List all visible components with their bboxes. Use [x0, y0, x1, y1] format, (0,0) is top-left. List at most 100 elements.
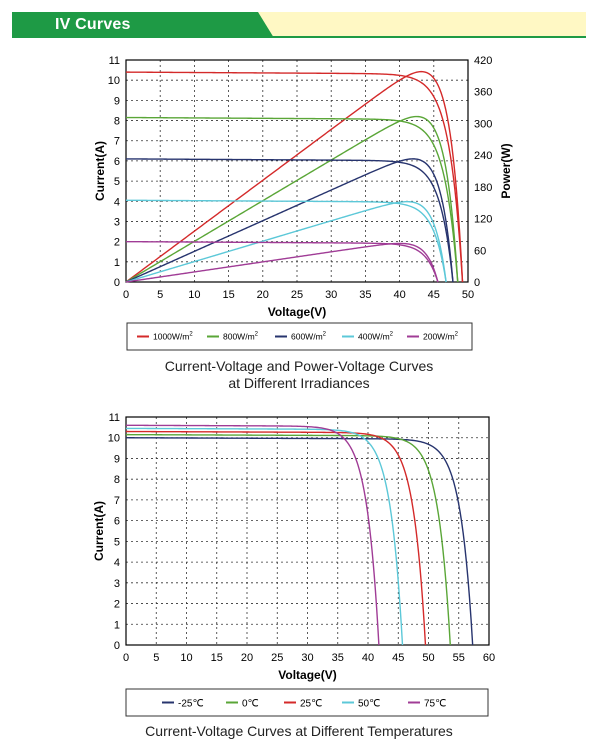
y-tick-label: 2: [114, 599, 120, 611]
y-tick-label: 4: [114, 196, 120, 208]
x-axis-label: Voltage(V): [278, 668, 336, 682]
x-tick-label: 10: [180, 652, 192, 664]
y-tick-label: 10: [108, 433, 120, 445]
y2-tick-label: 180: [474, 182, 492, 194]
y-tick-label: 3: [114, 578, 120, 590]
y-tick-label: 8: [114, 474, 120, 486]
pv-curve: [125, 115, 459, 283]
y2-tick-label: 120: [474, 214, 492, 226]
x-tick-label: 15: [211, 652, 223, 664]
x-tick-label: 40: [362, 652, 374, 664]
x-tick-label: 20: [257, 289, 269, 301]
y-tick-label: 6: [114, 516, 120, 528]
irradiance-caption: Current-Voltage and Power-Voltage Curves…: [0, 358, 598, 392]
y2-tick-label: 300: [474, 118, 492, 130]
iv-curve: [126, 433, 451, 646]
x-tick-label: 45: [428, 289, 440, 301]
pv-curve: [125, 70, 464, 283]
section-header: IV Curves: [12, 12, 586, 38]
irradiance-chart: 0 5 10 15 20 25 30 35 40 45 5001234567891011060120…: [93, 55, 513, 351]
y-tick-label: 5: [114, 176, 120, 188]
legend-box: [126, 322, 473, 351]
iv-curve: [125, 158, 454, 283]
x-tick-label: 50: [462, 289, 474, 301]
x-tick-label: 15: [222, 289, 234, 301]
y-tick-label: 3: [114, 216, 120, 228]
x-tick-label: 35: [359, 289, 371, 301]
x-tick-label: 30: [301, 652, 313, 664]
y-tick-label: 0: [114, 640, 120, 652]
y-tick-label: 1: [114, 257, 120, 269]
x-tick-label: 20: [241, 652, 253, 664]
y-tick-label: 11: [109, 55, 120, 67]
legend-label: 400W/m2: [358, 332, 394, 342]
temperature-caption: Current-Voltage Curves at Different Temp…: [0, 723, 598, 740]
y-tick-label: 10: [108, 75, 120, 87]
iv-curve: [125, 199, 447, 283]
y2-axis-label: Power(W): [499, 143, 513, 198]
legend-label: -25℃: [178, 699, 204, 710]
iv-curve: [125, 116, 459, 283]
y2-tick-label: 420: [474, 55, 492, 67]
y-tick-label: 9: [114, 95, 120, 107]
y-axis-label: Current(A): [93, 141, 107, 201]
legend-label: 600W/m2: [291, 332, 327, 342]
legend-box: [125, 688, 489, 717]
y2-tick-label: 60: [474, 245, 486, 257]
x-axis-label: Voltage(V): [268, 305, 326, 319]
y-tick-label: 5: [114, 536, 120, 548]
x-tick-label: 35: [332, 652, 344, 664]
x-tick-label: 60: [483, 652, 495, 664]
y-tick-label: 7: [114, 495, 120, 507]
header-banner: [12, 12, 586, 38]
temperature-figure: 0 5 10 15 20 25 30 35 40 45 50 55 60 0 1 2 3 4 5 6 7 8 9 10 11 Vo…: [0, 405, 598, 722]
irradiance-figure: 0 5 10 15 20 25 30 35 40 45 50 0 1 2 3 4 5 6 7 8 9 10 11 0 60 120…: [0, 48, 598, 363]
legend-label: 0℃: [242, 699, 259, 710]
pv-curve: [125, 200, 447, 283]
legend-label: 1000W/m2: [153, 332, 193, 342]
iv-curve: [125, 71, 464, 283]
x-tick-label: 25: [291, 289, 303, 301]
iv-curve: [125, 424, 380, 646]
irradiance-caption-text: Current-Voltage and Power-Voltage Curves…: [164, 358, 434, 391]
plot-area: 0 5 10 15 20 25 30 35 40 45 50 55 6001234567891011Vo…: [92, 412, 495, 717]
legend-label: 200W/m2: [423, 332, 459, 342]
legend-label: 800W/m2: [223, 332, 259, 342]
header-tab: [12, 12, 274, 38]
iv-curve: [126, 437, 474, 646]
y2-tick-label: 240: [474, 150, 492, 162]
y-tick-label: 1: [114, 619, 120, 631]
x-tick-label: 0: [123, 289, 129, 301]
section-title: IV Curves: [55, 16, 131, 33]
x-tick-label: 55: [453, 652, 465, 664]
iv-curve: [126, 430, 427, 646]
x-tick-label: 45: [392, 652, 404, 664]
plot-frame: [125, 416, 490, 646]
legend-label: 50℃: [358, 699, 380, 710]
pv-curve: [125, 242, 439, 283]
y-tick-label: 2: [114, 237, 120, 249]
y-tick-label: 4: [114, 557, 120, 569]
y-tick-label: 9: [114, 453, 120, 465]
y-tick-label: 7: [114, 136, 120, 148]
y-tick-label: 6: [114, 156, 120, 168]
y2-tick-label: 360: [474, 87, 492, 99]
temperature-caption-text: Current-Voltage Curves at Different Temp…: [145, 723, 453, 739]
y-tick-label: 11: [109, 412, 120, 424]
y-tick-label: 8: [114, 116, 120, 128]
x-tick-label: 5: [157, 289, 163, 301]
x-tick-label: 0: [123, 652, 129, 664]
x-tick-label: 10: [188, 289, 200, 301]
y-axis-label: Current(A): [92, 501, 106, 561]
temperature-chart: 0 5 10 15 20 25 30 35 40 45 50 55 6001234567891011Vo…: [92, 412, 495, 717]
x-tick-label: 30: [325, 289, 337, 301]
x-tick-label: 5: [153, 652, 159, 664]
x-tick-label: 40: [393, 289, 405, 301]
x-tick-label: 25: [271, 652, 283, 664]
x-tick-label: 50: [422, 652, 434, 664]
header-divider: [12, 36, 586, 38]
y2-tick-label: 0: [474, 277, 480, 289]
legend-label: 25℃: [300, 699, 322, 710]
legend-label: 75℃: [424, 699, 446, 710]
plot-frame: [125, 59, 469, 283]
